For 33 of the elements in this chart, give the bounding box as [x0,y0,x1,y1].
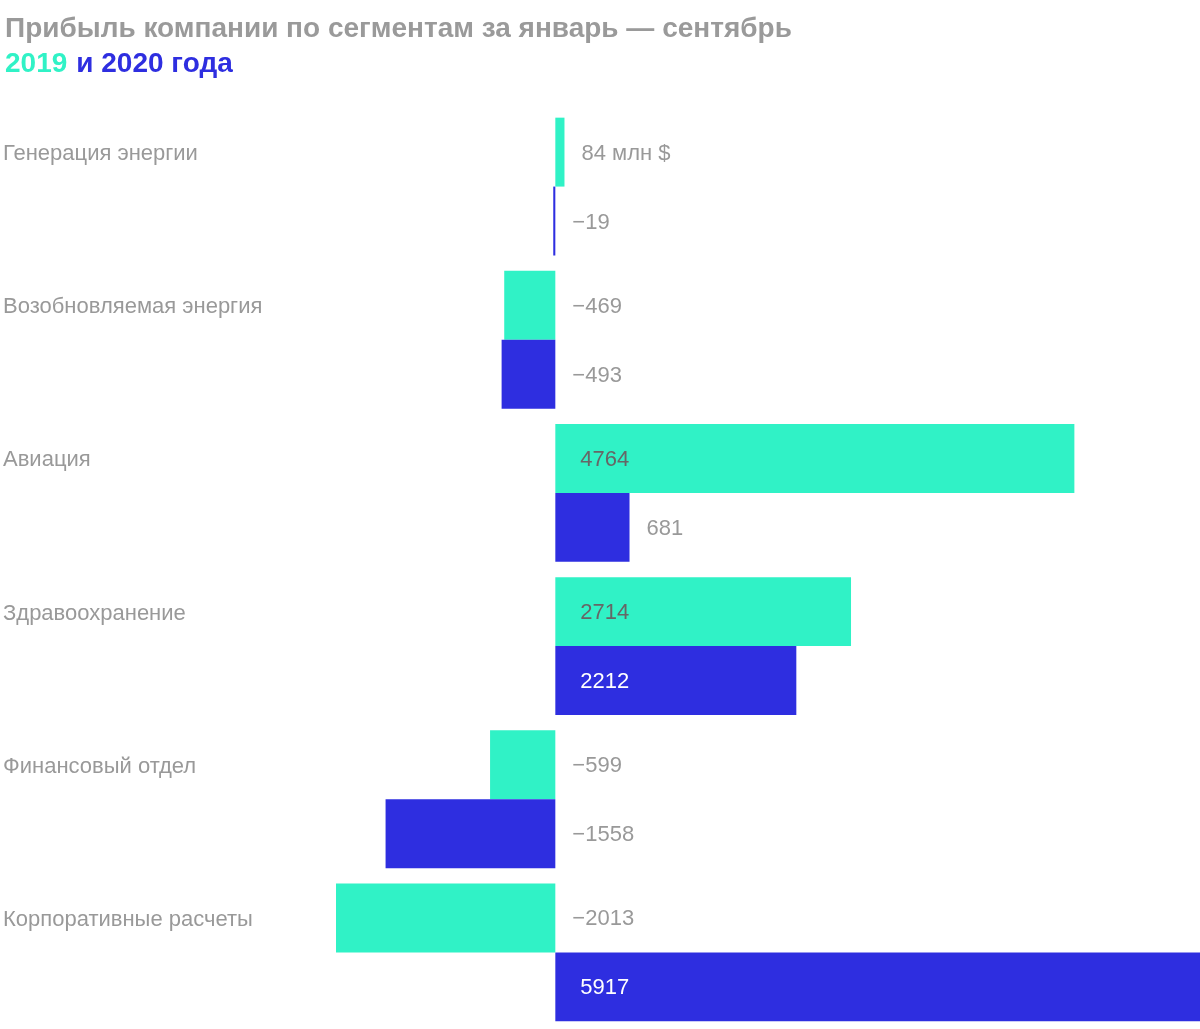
data-label: −19 [572,208,610,234]
bar [490,730,556,800]
y-tick-label: Авиация [3,446,91,472]
bar [385,799,556,869]
y-tick-label: Финансовый отдел [3,752,197,778]
text: 2019 [5,46,68,78]
chart-title: Прибыль компании по сегментам за январь — сентябрь [5,11,792,43]
data-label: 681 [646,514,684,540]
bar [555,646,797,716]
bar [555,952,1200,1022]
data-label: −493 [572,361,622,387]
bar [555,492,630,562]
data-label: 4764 [580,445,630,471]
bar [555,423,1075,493]
data-label: −599 [572,752,622,778]
data-label: 2714 [580,599,630,625]
data-label: −1558 [572,821,635,847]
bar [504,270,556,340]
bar [553,186,556,256]
data-label: 2212 [580,668,630,694]
data-label: −2013 [572,905,635,931]
data-label: 5917 [580,974,630,1000]
bar [555,577,852,647]
data-label: 84 млн $ [581,139,671,165]
y-tick-label: Генерация энергии [3,140,198,166]
data-label: −469 [572,292,622,318]
y-tick-label: Возобновляемая энергия [3,293,263,319]
bar [555,117,565,187]
y-tick-label: Здравоохранение [3,599,186,625]
bar [501,339,556,409]
text: и 2020 года [76,46,234,78]
bar [336,883,556,953]
y-tick-label: Корпоративные расчеты [3,905,253,931]
